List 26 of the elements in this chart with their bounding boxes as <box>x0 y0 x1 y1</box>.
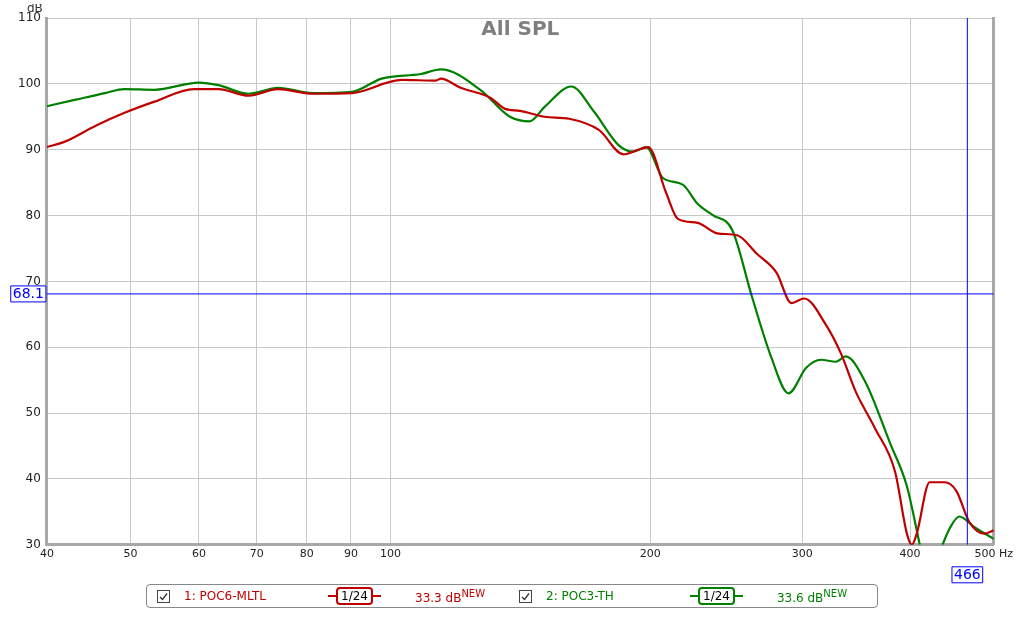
x-tick-label: 100 <box>379 547 401 561</box>
x-tick-label: 400 <box>899 547 921 561</box>
y-tick-label: 100 <box>18 75 41 90</box>
text: 33.3 dB$^{NEW}$ <box>415 587 487 605</box>
y-tick-label: 70 <box>25 273 41 288</box>
ref-line-label: 68.1 <box>12 285 44 302</box>
y-tick-label: 30 <box>25 536 41 551</box>
y-tick-label: 80 <box>25 207 41 222</box>
x-tick-label: 60 <box>191 547 206 561</box>
x-tick-label: 500 Hz <box>974 547 1014 561</box>
x-tick-label: 80 <box>299 547 314 561</box>
x-tick-label: 50 <box>123 547 138 561</box>
y-tick-label: 60 <box>25 339 41 354</box>
y-tick-label: 50 <box>25 405 41 420</box>
chart-title: All SPL <box>481 16 560 41</box>
text: 33.6 dB$^{NEW}$ <box>776 587 849 605</box>
text: 1: POC6-MLTL <box>184 589 267 603</box>
x-tick-label: 70 <box>249 547 264 561</box>
x-tick-label: 300 <box>791 547 813 561</box>
y-tick-label: 40 <box>25 471 41 486</box>
x-tick-label: 40 <box>39 547 54 561</box>
x-tick-label: 90 <box>343 547 358 561</box>
ref-line-label: 466 <box>953 565 981 582</box>
x-tick-label: 200 <box>639 547 661 561</box>
text: 2: POC3-TH <box>546 589 615 603</box>
y-tick-label: 90 <box>25 141 41 156</box>
